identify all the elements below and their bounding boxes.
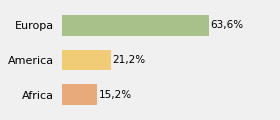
Bar — [62, 50, 111, 70]
Text: 63,6%: 63,6% — [210, 20, 244, 30]
Text: 15,2%: 15,2% — [99, 90, 132, 100]
Bar — [62, 84, 97, 105]
Text: 21,2%: 21,2% — [112, 55, 146, 65]
Bar — [62, 15, 209, 36]
